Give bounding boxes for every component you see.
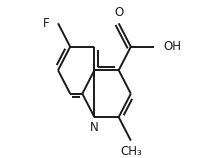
Text: OH: OH [163, 40, 181, 53]
Text: N: N [90, 121, 99, 134]
Text: CH₃: CH₃ [120, 145, 142, 158]
Text: O: O [114, 6, 123, 19]
Text: F: F [43, 17, 49, 30]
